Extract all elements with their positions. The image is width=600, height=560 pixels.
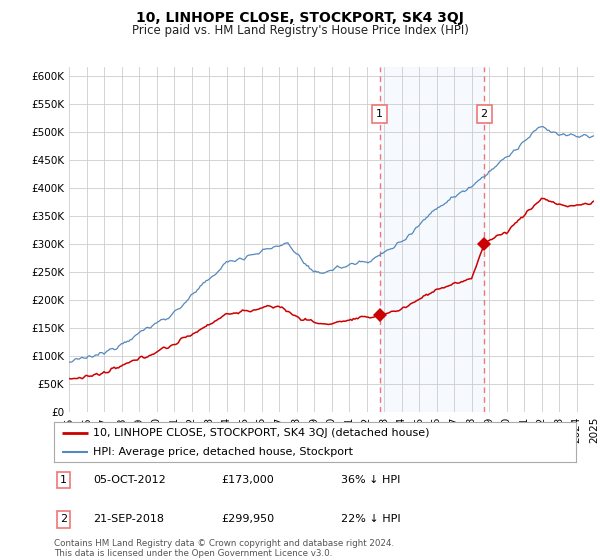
Text: 36% ↓ HPI: 36% ↓ HPI xyxy=(341,475,400,485)
Text: HPI: Average price, detached house, Stockport: HPI: Average price, detached house, Stoc… xyxy=(93,447,353,457)
Text: 2: 2 xyxy=(481,109,488,119)
Text: £173,000: £173,000 xyxy=(221,475,274,485)
Text: 2: 2 xyxy=(60,515,67,524)
Text: 21-SEP-2018: 21-SEP-2018 xyxy=(93,515,164,524)
Text: £299,950: £299,950 xyxy=(221,515,274,524)
Text: 10, LINHOPE CLOSE, STOCKPORT, SK4 3QJ: 10, LINHOPE CLOSE, STOCKPORT, SK4 3QJ xyxy=(136,11,464,25)
Text: 1: 1 xyxy=(376,109,383,119)
Text: 22% ↓ HPI: 22% ↓ HPI xyxy=(341,515,401,524)
Text: Price paid vs. HM Land Registry's House Price Index (HPI): Price paid vs. HM Land Registry's House … xyxy=(131,24,469,36)
Text: 10, LINHOPE CLOSE, STOCKPORT, SK4 3QJ (detached house): 10, LINHOPE CLOSE, STOCKPORT, SK4 3QJ (d… xyxy=(93,428,430,437)
Text: 1: 1 xyxy=(60,475,67,485)
Bar xyxy=(380,67,484,412)
Text: 05-OCT-2012: 05-OCT-2012 xyxy=(93,475,166,485)
Text: Contains HM Land Registry data © Crown copyright and database right 2024.
This d: Contains HM Land Registry data © Crown c… xyxy=(54,539,394,558)
